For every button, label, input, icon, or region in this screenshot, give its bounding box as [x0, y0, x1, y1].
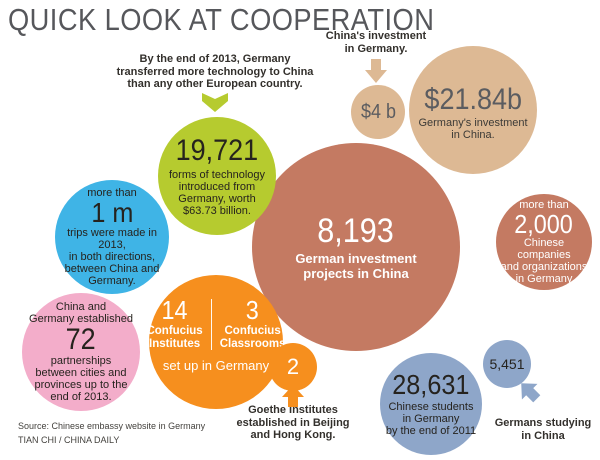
bubble-chinese-students: 28,631 Chinese students in Germany by th…: [380, 353, 482, 455]
orange-up-arrow-icon: [282, 385, 304, 407]
partnerships-value: 72: [65, 323, 97, 356]
companies-pre: more than: [519, 199, 569, 211]
bubble-german-investment-projects: 8,193 German investment projects in Chin…: [252, 143, 460, 351]
bubble-goethe-institutes: 2: [269, 343, 317, 391]
companies-label: Chinese companies and organizations in G…: [500, 237, 588, 285]
china-investment-value: $4 b: [360, 101, 396, 123]
goethe-value: 2: [286, 354, 300, 379]
page-title: QUICK LOOK AT COOPERATION: [8, 2, 435, 37]
germany-investment-label: Germany's investment in China.: [418, 117, 528, 141]
confucius-institutes-column: 14 Confucius Institutes: [146, 297, 202, 350]
bubble-china-investment: $4 b: [351, 85, 405, 139]
projects-value: 8,193: [317, 211, 395, 250]
bubble-germans-studying: 5,451: [483, 340, 531, 388]
note-germans-studying: Germans studying in China: [494, 417, 592, 442]
projects-label: German investment projects in China: [295, 250, 417, 281]
note-goethe-institutes: Goethe Institutes established in Beijing…: [236, 404, 350, 441]
tech-label: forms of technology introduced from Germ…: [169, 168, 265, 217]
partnerships-pre: China and Germany established: [29, 301, 133, 325]
confucius-classrooms-column: 3 Confucius Classrooms: [220, 297, 286, 350]
confucius-classrooms-value: 3: [246, 295, 260, 325]
divider: [210, 299, 212, 350]
confucius-columns: 14 Confucius Institutes 3 Confucius Clas…: [146, 297, 286, 350]
students-label: Chinese students in Germany by the end o…: [385, 401, 477, 437]
note-tech-transfer: By the end of 2013, Germany transferred …: [116, 53, 314, 90]
confucius-classrooms-label: Confucius Classrooms: [219, 325, 286, 350]
bubble-chinese-companies: more than 2,000 Chinese companies and or…: [496, 194, 592, 290]
confucius-institutes-label: Confucius Institutes: [146, 325, 203, 350]
source-line: Source: Chinese embassy website in Germa…: [18, 421, 206, 431]
confucius-institutes-value: 14: [161, 295, 188, 325]
bubble-germany-investment: $21.84b Germany's investment in China.: [409, 46, 537, 174]
trips-value: 1 m: [90, 197, 134, 228]
partnerships-label: partnerships between cities and province…: [34, 355, 128, 403]
source-credit: Source: Chinese embassy website in Germa…: [18, 419, 205, 447]
green-down-arrow-icon: [202, 93, 228, 112]
bubble-partnerships: China and Germany established 72 partner…: [22, 293, 140, 411]
bluegray-upleft-arrow-icon: [521, 383, 541, 403]
byline: TIAN CHI / CHINA DAILY: [18, 435, 120, 445]
tech-value: 19,721: [175, 133, 259, 167]
bubble-trips: more than 1 m trips were made in 2013, i…: [55, 180, 169, 294]
students-value: 28,631: [392, 369, 470, 400]
bubble-confucius: 14 Confucius Institutes 3 Confucius Clas…: [146, 275, 286, 409]
trips-pre: more than: [87, 187, 137, 199]
tan-down-arrow-icon: [365, 59, 387, 83]
note-china-investment: China's investment in Germany.: [325, 30, 427, 55]
trips-label: trips were made in 2013, in both directi…: [64, 227, 160, 287]
confucius-footer: set up in Germany: [162, 358, 270, 373]
bubble-technology-transfer: 19,721 forms of technology introduced fr…: [158, 117, 276, 235]
germany-investment-value: $21.84b: [424, 83, 522, 116]
germans-studying-value: 5,451: [489, 356, 525, 372]
companies-value: 2,000: [514, 209, 574, 239]
